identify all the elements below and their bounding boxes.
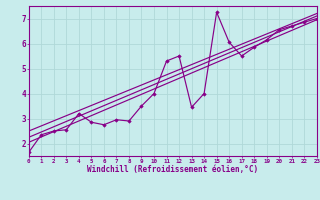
- X-axis label: Windchill (Refroidissement éolien,°C): Windchill (Refroidissement éolien,°C): [87, 165, 258, 174]
